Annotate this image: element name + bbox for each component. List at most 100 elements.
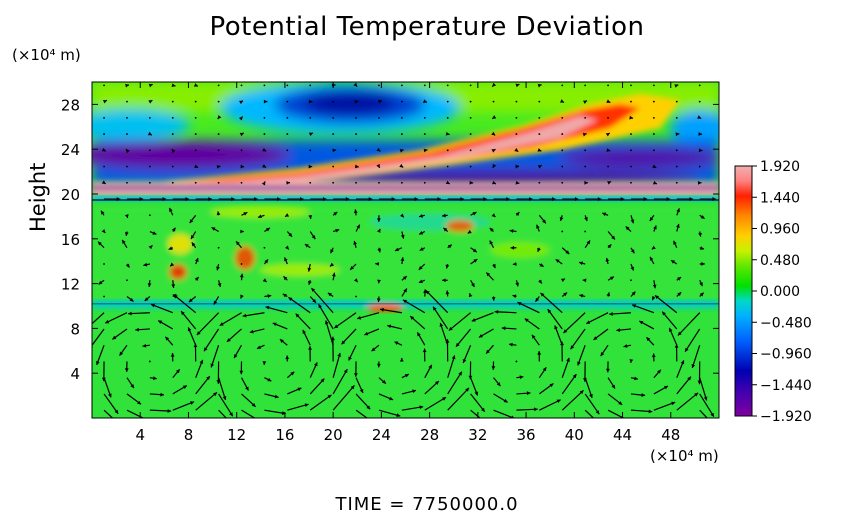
vector-head xyxy=(629,115,634,120)
vector-arrow xyxy=(631,304,655,314)
vector-head xyxy=(689,197,693,201)
vector-head xyxy=(348,356,352,361)
vector-arrow xyxy=(432,306,449,330)
vector-dot xyxy=(126,279,128,282)
vector-head xyxy=(353,278,358,283)
vector-head xyxy=(181,311,185,316)
vector-head xyxy=(170,262,175,267)
vector-head xyxy=(194,258,199,262)
vector-dot xyxy=(515,100,518,103)
vector-head xyxy=(169,207,173,212)
vector-head xyxy=(376,147,381,152)
vector-dot xyxy=(630,181,632,184)
chart-title: Potential Temperature Deviation xyxy=(209,12,645,42)
vector-head xyxy=(639,321,644,325)
colorbar-tick-label: 1.920 xyxy=(760,159,800,175)
vector-arrow xyxy=(218,409,227,418)
vector-dot xyxy=(240,181,243,184)
vector-head xyxy=(124,232,129,236)
vector-head xyxy=(652,180,657,185)
vector-head xyxy=(257,214,262,219)
vector-head xyxy=(510,245,515,250)
vector-head xyxy=(403,299,408,304)
vector-head xyxy=(345,197,350,201)
vector-head xyxy=(701,262,705,266)
vector-head xyxy=(685,347,689,352)
vector-dot xyxy=(217,84,220,87)
vector-arrow xyxy=(554,325,563,346)
vector-head xyxy=(240,229,244,234)
vector-head xyxy=(391,197,396,201)
vector-head xyxy=(625,226,630,231)
vector-dot xyxy=(400,84,403,87)
vector-head xyxy=(697,115,702,119)
vector-head xyxy=(188,298,193,303)
vector-arrow xyxy=(517,301,540,314)
vector-head xyxy=(121,426,125,430)
colorbar-tick-label: −1.920 xyxy=(760,409,812,425)
vector-dot xyxy=(469,133,472,135)
vector-head xyxy=(473,259,478,263)
y-tick-label: 16 xyxy=(61,231,80,249)
vector-dot xyxy=(469,84,472,87)
vector-head xyxy=(572,374,577,379)
vector-dot xyxy=(103,263,105,265)
vector-head xyxy=(542,367,547,372)
vector-head xyxy=(320,378,325,383)
colorbar-tick-label: 0.960 xyxy=(760,222,800,238)
vector-head xyxy=(148,100,153,104)
x-tick-label: 28 xyxy=(420,426,439,444)
x-tick-label: 16 xyxy=(275,426,294,444)
vector-arrow xyxy=(104,312,128,324)
vector-head xyxy=(240,164,245,169)
vector-head xyxy=(698,148,703,153)
vector-head xyxy=(105,319,110,324)
vector-dot xyxy=(675,116,678,119)
vector-head xyxy=(506,197,510,201)
vector-head xyxy=(492,82,497,87)
vector-dot xyxy=(561,116,564,119)
vector-head xyxy=(311,235,316,240)
vector-head xyxy=(206,376,210,381)
vector-dot xyxy=(355,181,357,184)
vector-arrow xyxy=(516,408,538,411)
vector-head xyxy=(402,276,407,280)
vector-arrow xyxy=(699,409,708,418)
vector-arrow xyxy=(547,308,563,330)
vector-head xyxy=(517,302,522,306)
vector-head xyxy=(376,363,381,368)
vector-head xyxy=(211,227,216,231)
vector-head xyxy=(643,197,648,201)
vector-dot xyxy=(148,165,151,168)
x-tick-label: 12 xyxy=(227,426,246,444)
vector-head xyxy=(304,403,309,408)
vector-head xyxy=(677,277,682,281)
vector-head xyxy=(359,389,364,394)
vector-head xyxy=(616,328,621,332)
vector-head xyxy=(417,332,421,337)
vector-arrow xyxy=(92,312,105,325)
vector-head xyxy=(468,375,473,380)
vector-head xyxy=(101,147,106,152)
vector-head xyxy=(456,342,460,347)
vector-arrow xyxy=(218,393,234,417)
vector-arrow xyxy=(295,313,311,330)
vector-dot xyxy=(675,165,678,168)
vector-head xyxy=(465,387,469,392)
vector-head xyxy=(116,197,121,201)
vector-head xyxy=(676,223,680,228)
vector-head xyxy=(170,353,175,357)
vector-dot xyxy=(561,181,564,184)
vector-head xyxy=(698,232,702,237)
vector-head xyxy=(272,322,277,327)
vector-head xyxy=(712,197,716,201)
vector-dot xyxy=(492,100,495,103)
vector-dot xyxy=(607,84,609,87)
vector-head xyxy=(285,213,290,217)
vector-head xyxy=(357,315,362,320)
vector-head xyxy=(435,381,439,385)
vector-dot xyxy=(240,263,243,265)
vector-arrow xyxy=(493,409,515,418)
vector-dot xyxy=(217,149,220,152)
